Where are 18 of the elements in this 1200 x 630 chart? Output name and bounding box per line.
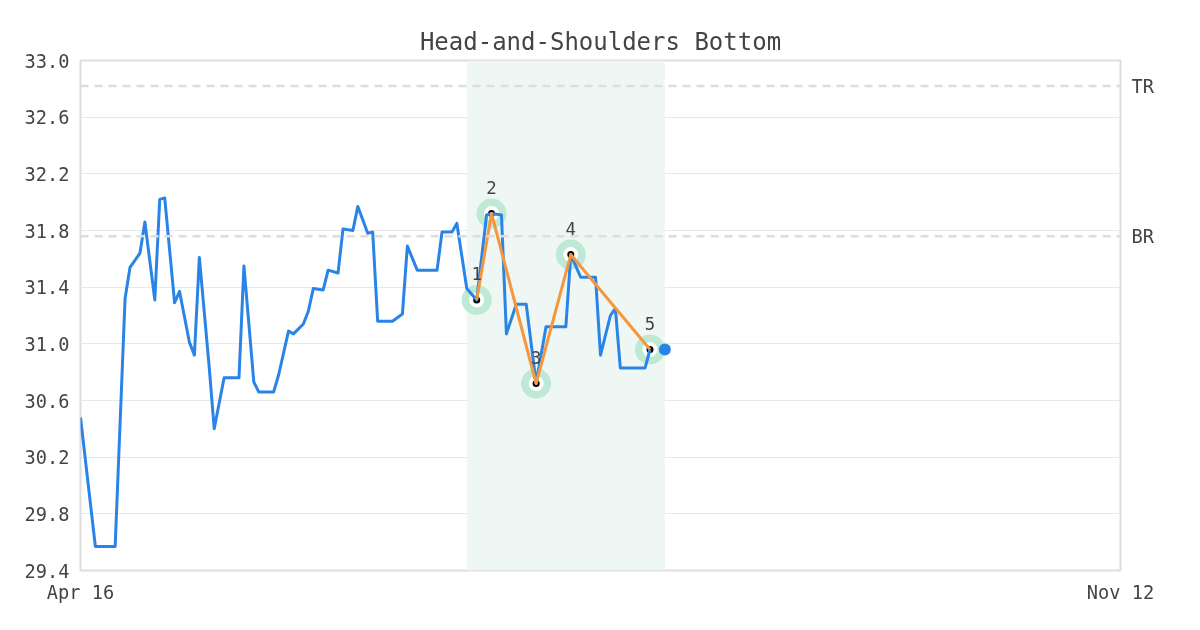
y-tick-label: 31.8: [24, 220, 70, 242]
y-tick-label: 29.4: [24, 560, 70, 582]
chart-title: Head-and-Shoulders Bottom: [419, 27, 782, 56]
x-tick-label: Nov 12: [1086, 581, 1155, 603]
y-tick-label: 32.2: [24, 163, 70, 185]
x-tick-label: Apr 16: [46, 581, 115, 603]
y-tick-label: 29.8: [24, 503, 70, 525]
y-tick-label: 31.0: [24, 333, 70, 355]
y-tick-label: 33.0: [24, 50, 70, 72]
annotation: 4: [565, 218, 577, 239]
y-tick-label: 30.6: [24, 390, 70, 412]
annotation: 5: [644, 313, 656, 334]
y-tick-label: 32.6: [24, 107, 70, 129]
y-tick-label: 30.2: [24, 447, 70, 469]
annotation: 2: [486, 177, 497, 198]
ref-line-label: BR: [1131, 225, 1155, 247]
ref-line-label: TR: [1131, 75, 1155, 97]
y-tick-label: 31.4: [24, 277, 70, 299]
